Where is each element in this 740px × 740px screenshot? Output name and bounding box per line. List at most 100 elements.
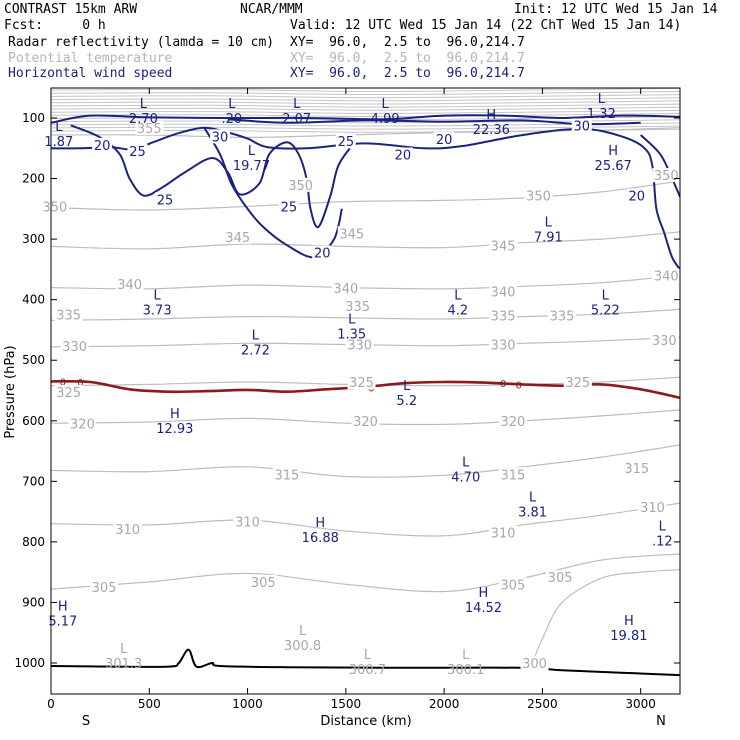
extremum-value: 4.99 — [371, 112, 400, 127]
extremum-high-marker: H — [479, 586, 489, 601]
init-time: Init: 12 UTC Wed 15 Jan 14 — [514, 2, 718, 17]
wind-label-bg — [155, 192, 176, 207]
theta-contour-label: 315 — [274, 468, 299, 483]
north-label: N — [656, 714, 666, 729]
extremum-value: 19.77 — [233, 159, 270, 174]
extremum-value: 301.3 — [105, 657, 142, 672]
extremum-high-marker: H — [58, 600, 68, 615]
terrain — [51, 648, 680, 677]
theta-label-bg — [60, 338, 89, 353]
wind-contour-label: 20 — [628, 190, 645, 205]
theta-contour-label: 335 — [550, 310, 575, 325]
theta-label-bg — [331, 280, 360, 295]
theta-label-bg — [223, 229, 252, 244]
field-theta-name: Potential temperature — [8, 51, 173, 66]
theta-contour-upper — [51, 100, 680, 105]
theta-contour-label: 325 — [56, 386, 81, 401]
x-tick-label: 1500 — [331, 697, 362, 711]
plot-frame — [50, 87, 681, 695]
extremum-value: 2.70 — [129, 112, 158, 127]
south-label: S — [82, 714, 90, 729]
extremum-value: 1.87 — [44, 135, 73, 150]
theta-label-bg — [652, 168, 681, 183]
theta-contour-upper — [51, 94, 680, 99]
extremum-low-marker: L — [252, 328, 260, 343]
y-tick-label: 900 — [22, 595, 45, 609]
theta-label-bg — [498, 413, 527, 428]
y-tick-label: 100 — [22, 111, 45, 125]
theta-label-bg — [113, 521, 142, 536]
extremum-low-marker: L — [382, 97, 390, 112]
x-tick-label: 2000 — [429, 697, 460, 711]
theta-contour-label: 330 — [652, 334, 677, 349]
x-tick-label: 1000 — [232, 697, 263, 711]
theta-label-bg — [90, 579, 119, 594]
theta-contour-upper — [51, 97, 680, 102]
valid-time: Valid: 12 UTC Wed 15 Jan 14 (22 ChT Wed … — [290, 18, 682, 33]
wind-contour-label: 25 — [157, 193, 174, 208]
extremum-low-marker: L — [598, 92, 606, 107]
theta-label-bg — [489, 308, 518, 323]
extremum-high-marker: H — [486, 108, 496, 123]
theta-contour-315 — [51, 444, 680, 478]
theta-contour-label: 350 — [43, 201, 68, 216]
wind-contour-label: 30 — [212, 130, 229, 145]
theta-label-bg — [650, 332, 679, 347]
extremum-low-marker: L — [348, 313, 356, 328]
contour-labels: 350 355 350 350 350 345 345 345 340 340 340 340 335 3… — [40, 118, 681, 672]
wind-contour-label: 20 — [395, 149, 412, 164]
theta-contour-label: 300 — [522, 657, 547, 672]
extremum-low-marker: L — [55, 120, 63, 135]
extremum-value: 14.52 — [465, 601, 502, 616]
theta-label-bg — [489, 238, 518, 253]
x-tick-label: 0 — [47, 697, 55, 711]
theta-contour-345 — [51, 231, 680, 250]
extremum-high-marker: H — [608, 144, 618, 159]
zero-contour-label: 0 — [60, 377, 66, 388]
theta-contour-label: 350 — [526, 190, 551, 205]
theta-label-bg — [272, 467, 301, 482]
theta-contour-label: 320 — [70, 417, 95, 432]
theta-contour-label: 350 — [288, 179, 313, 194]
wind-label-bg — [571, 118, 592, 133]
theta-contour-label: 335 — [491, 310, 516, 325]
theta-contour-310 — [51, 502, 680, 537]
wind-contour-label: 30 — [573, 119, 590, 134]
zero-contour-label: 0 — [500, 379, 506, 390]
theta-contour-label: 305 — [548, 571, 573, 586]
theta-label-bg — [351, 413, 380, 428]
extremum-low-marker: L — [602, 288, 610, 303]
theta-label-bg — [498, 467, 527, 482]
x-axis-label: Distance (km) — [320, 714, 411, 729]
extremum-low-marker: L — [228, 97, 236, 112]
theta-contour-label: 310 — [491, 526, 516, 541]
theta-label-bg — [563, 375, 592, 390]
wind-label-bg — [92, 137, 113, 152]
theta-label-bg — [347, 375, 376, 390]
theta-contour-label: 330 — [347, 339, 372, 354]
y-tick-label: 1000 — [14, 656, 45, 670]
wind-label-bg — [335, 134, 356, 149]
zero-contour-label: 0 — [77, 378, 83, 389]
wind-contour-label: 20 — [314, 247, 331, 262]
wind-contour — [51, 114, 680, 124]
extremum-value: 1.32 — [587, 107, 616, 122]
extremum-value: 7.91 — [534, 231, 563, 246]
extremum-value: 2.72 — [241, 343, 270, 358]
theta-label-bg — [638, 499, 667, 514]
wind-contour-label: 25 — [338, 135, 355, 150]
theta-contour-upper — [51, 113, 680, 118]
theta-contour-upper — [51, 88, 680, 92]
theta-label-bg — [54, 307, 83, 322]
theta-contour-upper — [51, 103, 680, 108]
theta-label-bg — [249, 575, 278, 590]
extremum-low-marker: L — [403, 379, 411, 394]
extremum-low-marker: L — [120, 642, 128, 657]
y-tick-label: 300 — [22, 232, 45, 246]
theta-contour-label: 310 — [640, 501, 665, 516]
extremum-value: 25.67 — [595, 159, 632, 174]
extremum-value: 19.81 — [610, 629, 647, 644]
field-reflectivity-name: Radar reflectivity (lamda = 10 cm) — [8, 35, 275, 50]
extremum-low-marker: L — [154, 288, 162, 303]
